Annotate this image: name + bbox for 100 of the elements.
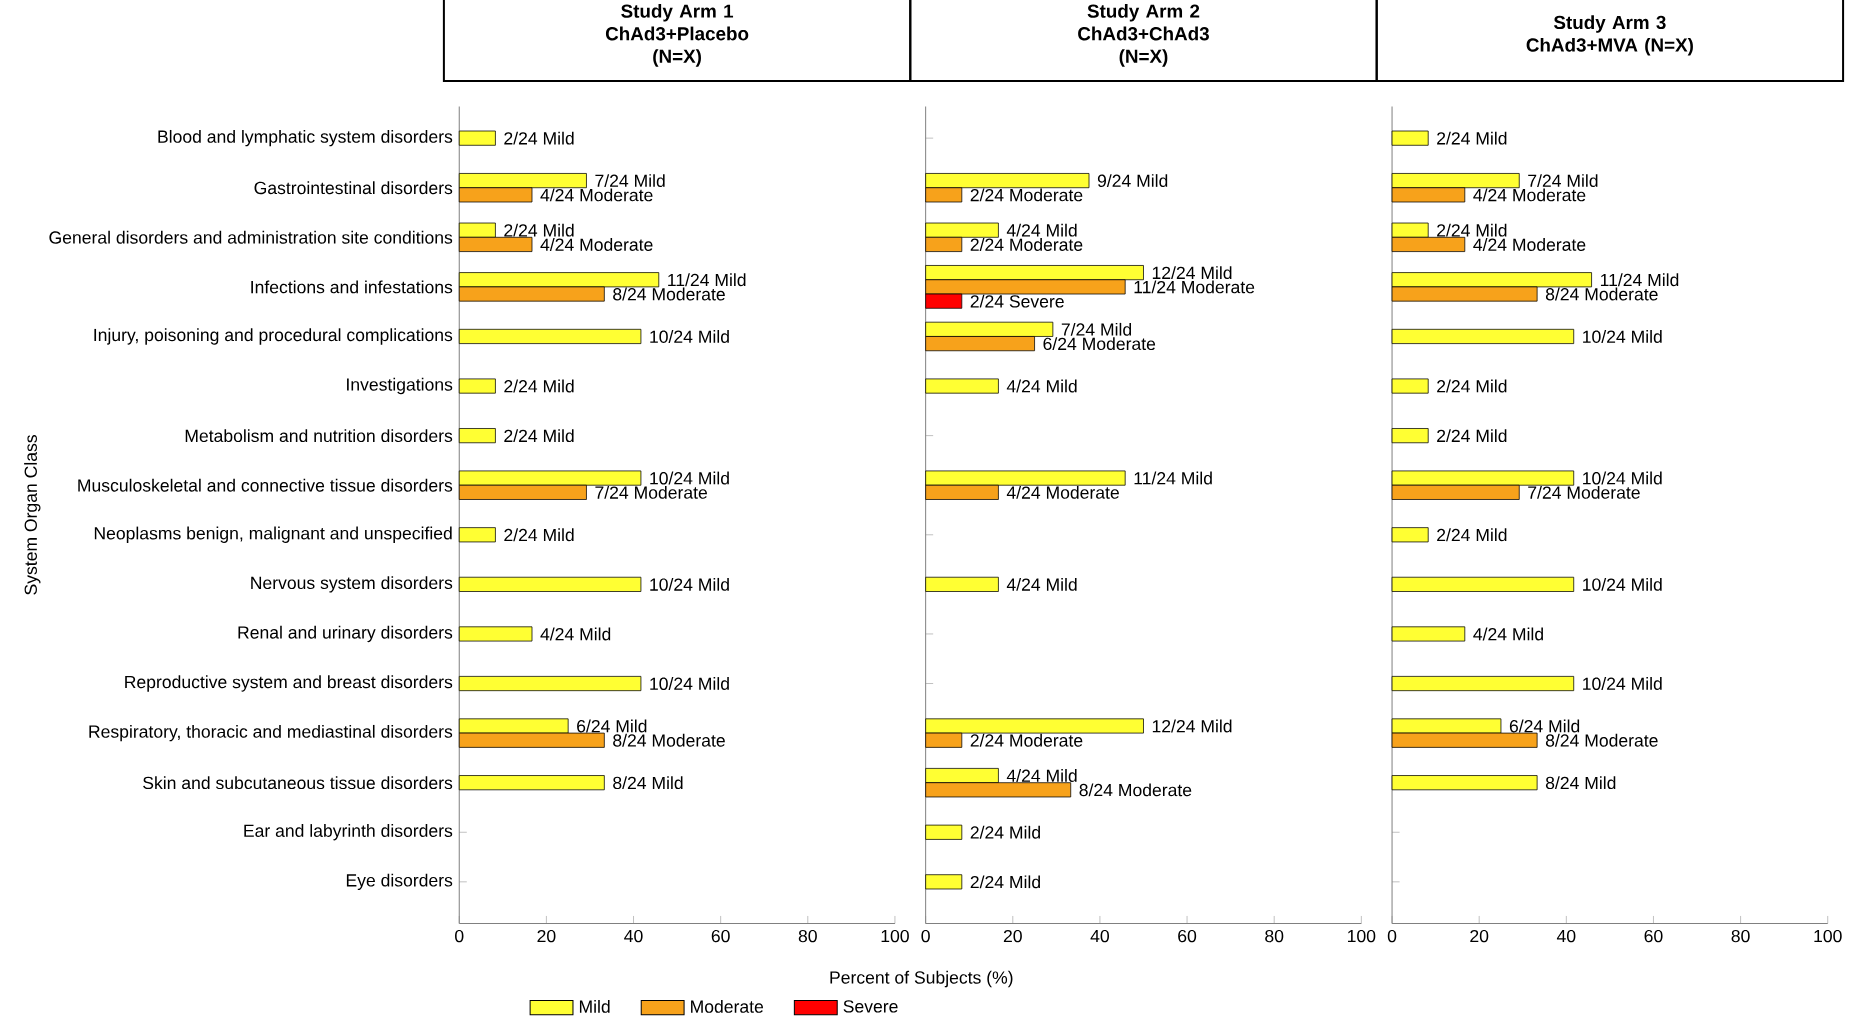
data-label: 2/24 Mild [504, 379, 574, 393]
data-label: 7/24 Mild [595, 173, 665, 187]
chart-subtitle: ChAd3+MVA (N=X) [1526, 37, 1693, 56]
y-tick-label: Investigations [347, 377, 453, 395]
data-label: 8/24 Moderate [613, 287, 725, 301]
data-label: 4/24 Mild [1006, 577, 1077, 591]
x-tick-label: 0 [455, 929, 464, 943]
x-tick-label: 80 [1731, 929, 1750, 943]
data-label: 11/24 Mild [1134, 471, 1212, 485]
bar [1391, 328, 1575, 344]
data-label: 10/24 Mild [650, 471, 729, 485]
data-label: 2/24 Mild [504, 428, 574, 442]
y-tick-label: Neoplasms benign, malignant and unspecified [94, 526, 452, 543]
x-tick-label: 60 [711, 929, 730, 943]
data-label: 10/24 Mild [1583, 471, 1662, 485]
bar [458, 626, 533, 642]
data-label: 4/24 Mild [1006, 379, 1077, 393]
x-tick-label: 80 [798, 929, 817, 943]
data-label: 10/24 Mild [650, 329, 729, 343]
y-tick-label: Reproductive system and breast disorders [125, 675, 453, 692]
data-label: 2/24 Severe [970, 294, 1064, 308]
x-tick-label: 60 [1644, 929, 1663, 943]
x-tick-label: 80 [1265, 929, 1284, 943]
data-label: 8/24 Moderate [1079, 783, 1192, 797]
y-tick-label: Ear and labyrinth disorders [244, 823, 453, 841]
x-tick-label: 40 [1556, 929, 1576, 943]
x-tick-label: 20 [1470, 929, 1489, 943]
bar [1391, 378, 1429, 394]
data-label: 2/24 Mild [504, 223, 574, 237]
y-tick-label: Gastrointestinal disorders [254, 181, 453, 194]
data-label: 2/24 Mild [1437, 223, 1507, 237]
x-tick-label: 100 [1814, 929, 1842, 943]
chart-subtitle: ChAd3+Placebo (N=X) [605, 26, 749, 67]
data-label: 11/24 Mild [1600, 273, 1679, 286]
data-label: 10/24 Mild [1583, 676, 1662, 690]
data-label: 2/24 Mild [1437, 428, 1507, 442]
data-label: 8/24 Moderate [613, 733, 725, 747]
y-tick-label: Nervous system disorders [251, 575, 453, 593]
legend-label: Moderate [691, 999, 764, 1013]
bar [1391, 576, 1575, 592]
data-label: 11/24 Mild [668, 273, 746, 286]
data-label: 4/24 Moderate [540, 237, 653, 251]
data-label: 2/24 Mild [1437, 131, 1507, 145]
data-label: 2/24 Moderate [970, 188, 1083, 202]
data-label: 2/24 Mild [504, 528, 574, 541]
bar [458, 527, 496, 543]
bar [1391, 527, 1429, 543]
x-tick-label: 0 [1387, 929, 1397, 943]
x-tick-label: 20 [1003, 929, 1022, 943]
data-label: 8/24 Moderate [1545, 733, 1658, 747]
bar [458, 675, 642, 691]
x-tick-label: 0 [921, 929, 930, 943]
data-label: 9/24 Mild [1097, 173, 1168, 187]
data-label: 4/24 Moderate [1473, 237, 1586, 251]
y-axis-title: System Organ Class [24, 434, 41, 595]
bar [458, 576, 642, 592]
data-label: 8/24 Moderate [1545, 287, 1658, 301]
y-tick-label: General disorders and administration site conditions [49, 230, 453, 244]
y-tick-label: Injury, poisoning and procedural complications [94, 328, 453, 345]
y-tick-label: Respiratory, thoracic and mediastinal disorders [89, 724, 453, 742]
data-label: 4/24 Mild [1006, 223, 1077, 237]
data-label: 6/24 Mild [1509, 719, 1580, 733]
data-label: 2/24 Mild [1437, 379, 1507, 393]
data-label: 8/24 Mild [1545, 776, 1616, 789]
legend-label: Severe [843, 999, 898, 1013]
data-label: 4/24 Moderate [1473, 188, 1586, 202]
data-label: 2/24 Moderate [970, 733, 1083, 747]
data-label: 10/24 Mild [650, 676, 729, 690]
bar [458, 328, 642, 344]
data-label: 7/24 Moderate [595, 485, 707, 499]
y-tick-label: Infections and infestations [251, 280, 453, 294]
data-label: 2/24 Mild [970, 875, 1040, 889]
data-label: 12/24 Mild [1152, 719, 1232, 733]
y-tick-label: Blood and lymphatic system disorders [158, 129, 453, 147]
data-label: 2/24 Mild [1437, 528, 1507, 541]
bar [1391, 774, 1538, 790]
data-label: 11/24 Moderate [1134, 280, 1255, 294]
bar [458, 427, 496, 443]
chart-title: Study Arm 3 [1553, 15, 1666, 33]
data-label: 4/24 Mild [1473, 627, 1543, 641]
y-tick-label: Renal and urinary disorders [238, 625, 453, 642]
data-label: 8/24 Mild [613, 776, 683, 789]
y-tick-label: Metabolism and nutrition disorders [185, 428, 453, 442]
x-tick-label: 60 [1178, 929, 1197, 943]
legend-label: Mild [579, 999, 610, 1013]
y-tick-label: Musculoskeletal and connective tissue disorders [78, 478, 453, 492]
bar [458, 774, 605, 790]
data-label: 10/24 Mild [650, 577, 729, 591]
data-label: 4/24 Moderate [1006, 485, 1119, 499]
data-label: 7/24 Moderate [1528, 485, 1640, 499]
chart-title: Study Arm 1 [621, 3, 734, 22]
x-tick-label: 40 [624, 929, 643, 943]
x-tick-label: 100 [881, 929, 909, 943]
data-label: 7/24 Mild [1528, 173, 1598, 187]
x-tick-label: 40 [1090, 929, 1110, 943]
data-label: 4/24 Mild [1006, 768, 1077, 782]
y-tick-label: Eye disorders [346, 873, 453, 890]
x-tick-label: 100 [1348, 929, 1376, 943]
data-label: 2/24 Moderate [970, 237, 1083, 251]
data-label: 2/24 Mild [970, 825, 1040, 839]
